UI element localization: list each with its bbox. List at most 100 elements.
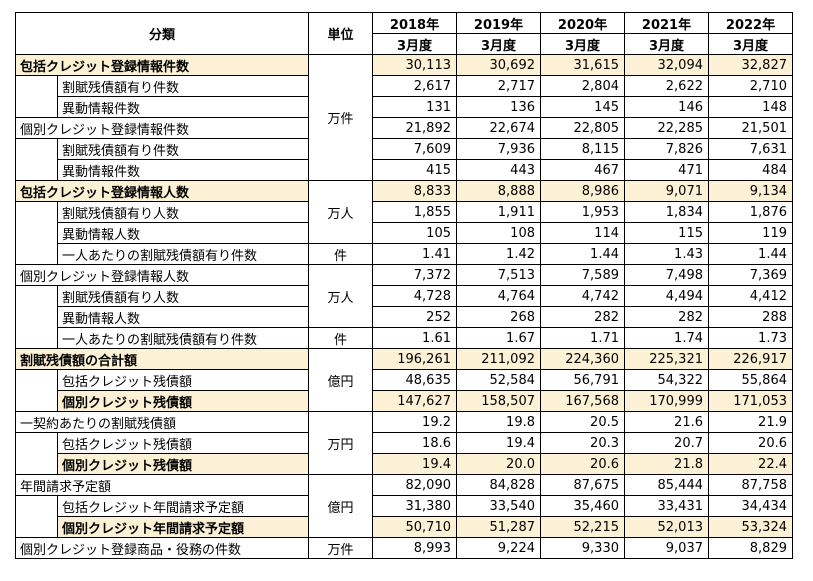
value-cell: 114 — [540, 222, 625, 244]
value-cell: 7,498 — [624, 264, 709, 286]
value-cell: 21,501 — [708, 117, 793, 139]
value-cell: 30,692 — [456, 54, 541, 76]
value-cell: 105 — [372, 222, 457, 244]
table-row: 個別クレジット登録情報人数 万人 7,372 7,513 7,589 7,498 7,369 — [15, 264, 793, 328]
value-cell: 484 — [708, 159, 793, 181]
period-header: 3月度 — [372, 33, 457, 55]
value-cell: 21.8 — [624, 453, 709, 475]
value-cell: 115 — [624, 222, 709, 244]
row-label: 異動情報件数 — [57, 159, 309, 181]
value-cell: 20.6 — [540, 453, 625, 475]
year-header: 2022年 — [708, 12, 793, 34]
value-cell: 52,013 — [624, 516, 709, 538]
row-label: 一人あたりの割賦残債額有り件数 — [57, 327, 309, 349]
table-row: 包括クレジット残債額 48,635 52,584 56,791 54,322 55,864 — [15, 369, 793, 391]
value-cell: 87,675 — [540, 474, 625, 496]
value-cell: 35,460 — [540, 495, 625, 517]
value-cell: 53,324 — [708, 516, 793, 538]
table-row: 割賦残債額有り件数 7,609 7,936 8,115 7,826 7,631 — [15, 138, 793, 160]
value-cell: 1.61 — [372, 327, 457, 349]
value-cell: 196,261 — [372, 348, 457, 370]
value-cell: 1.42 — [456, 243, 541, 265]
value-cell: 1,855 — [372, 201, 457, 223]
value-cell: 4,494 — [624, 285, 709, 307]
value-cell: 288 — [708, 306, 793, 328]
period-header: 3月度 — [624, 33, 709, 55]
value-cell: 282 — [624, 306, 709, 328]
value-cell: 18.6 — [372, 432, 457, 454]
value-cell: 31,380 — [372, 495, 457, 517]
row-label: 個別クレジット登録商品・役務の件数 — [15, 537, 309, 559]
value-cell: 31,615 — [540, 54, 625, 76]
value-cell: 22.4 — [708, 453, 793, 475]
value-cell: 33,540 — [456, 495, 541, 517]
value-cell: 1,876 — [708, 201, 793, 223]
value-cell: 51,287 — [456, 516, 541, 538]
row-label: 年間請求予定額 — [15, 474, 309, 496]
value-cell: 226,917 — [708, 348, 793, 370]
indent-cell — [15, 453, 58, 475]
period-header: 3月度 — [540, 33, 625, 55]
row-label: 個別クレジット登録情報件数 — [15, 117, 309, 139]
value-cell: 467 — [540, 159, 625, 181]
table-row: 異動情報人数 252 268 282 282 288 — [15, 306, 793, 328]
value-cell: 167,568 — [540, 390, 625, 412]
table-row: 割賦残債額有り人数 1,855 1,911 1,953 1,834 1,876 — [15, 201, 793, 223]
row-label: 一契約あたりの割賦残債額 — [15, 411, 309, 433]
value-cell: 9,134 — [708, 180, 793, 202]
value-cell: 7,936 — [456, 138, 541, 160]
value-cell: 85,444 — [624, 474, 709, 496]
table-row: 個別クレジット残債額 147,627 158,507 167,568 170,999 17… — [15, 390, 793, 412]
value-cell: 84,828 — [456, 474, 541, 496]
unit-cell: 件 — [308, 327, 373, 349]
value-cell: 30,113 — [372, 54, 457, 76]
value-cell: 170,999 — [624, 390, 709, 412]
credit-statistics-table: 分類 単位 2018年 2019年 2020年 2021年 2022年 3月度 … — [15, 12, 793, 559]
row-label: 割賦残債額有り人数 — [57, 285, 309, 307]
unit-cell: 億円 — [308, 348, 373, 412]
indent-cell — [15, 369, 58, 391]
value-cell: 147,627 — [372, 390, 457, 412]
table-row: 割賦残債額の合計額 億円 196,261 211,092 224,360 225,321 2… — [15, 348, 793, 412]
table-row: 包括クレジット残債額 18.6 19.4 20.3 20.7 20.6 — [15, 432, 793, 454]
value-cell: 22,805 — [540, 117, 625, 139]
value-cell: 4,412 — [708, 285, 793, 307]
value-cell: 56,791 — [540, 369, 625, 391]
table-body: 包括クレジット登録情報件数 万件 30,113 30,692 31,615 32,094 3… — [15, 54, 793, 559]
value-cell: 4,728 — [372, 285, 457, 307]
unit-cell: 億円 — [308, 474, 373, 538]
value-cell: 158,507 — [456, 390, 541, 412]
value-cell: 1,911 — [456, 201, 541, 223]
value-cell: 9,071 — [624, 180, 709, 202]
value-cell: 19.4 — [372, 453, 457, 475]
row-label: 割賦残債額有り件数 — [57, 138, 309, 160]
table-row: 包括クレジット年間請求予定額 31,380 33,540 35,460 33,431 34… — [15, 495, 793, 517]
value-cell: 282 — [540, 306, 625, 328]
value-cell: 7,372 — [372, 264, 457, 286]
row-label: 個別クレジット残債額 — [57, 453, 309, 475]
value-cell: 1.41 — [372, 243, 457, 265]
table-row: 個別クレジット登録商品・役務の件数 万件 8,993 9,224 9,330 9,037 8… — [15, 537, 793, 559]
value-cell: 33,431 — [624, 495, 709, 517]
value-cell: 1.71 — [540, 327, 625, 349]
value-cell: 19.2 — [372, 411, 457, 433]
category-header: 分類 — [15, 12, 309, 55]
value-cell: 7,369 — [708, 264, 793, 286]
row-label: 一人あたりの割賦残債額有り件数 — [57, 243, 309, 265]
unit-cell: 万円 — [308, 411, 373, 475]
indent-cell — [15, 96, 58, 118]
value-cell: 148 — [708, 96, 793, 118]
value-cell: 8,833 — [372, 180, 457, 202]
table-row: 異動情報件数 415 443 467 471 484 — [15, 159, 793, 181]
table-row: 包括クレジット登録情報件数 万件 30,113 30,692 31,615 32,094 3… — [15, 54, 793, 181]
value-cell: 171,053 — [708, 390, 793, 412]
value-cell: 7,589 — [540, 264, 625, 286]
table-row: 異動情報人数 105 108 114 115 119 — [15, 222, 793, 244]
value-cell: 443 — [456, 159, 541, 181]
value-cell: 1.43 — [624, 243, 709, 265]
table-row: 一契約あたりの割賦残債額 万円 19.2 19.8 20.5 21.6 21.9 — [15, 411, 793, 475]
value-cell: 52,584 — [456, 369, 541, 391]
value-cell: 1.44 — [540, 243, 625, 265]
unit-cell: 万件 — [308, 537, 373, 559]
row-label: 個別クレジット登録情報人数 — [15, 264, 309, 286]
